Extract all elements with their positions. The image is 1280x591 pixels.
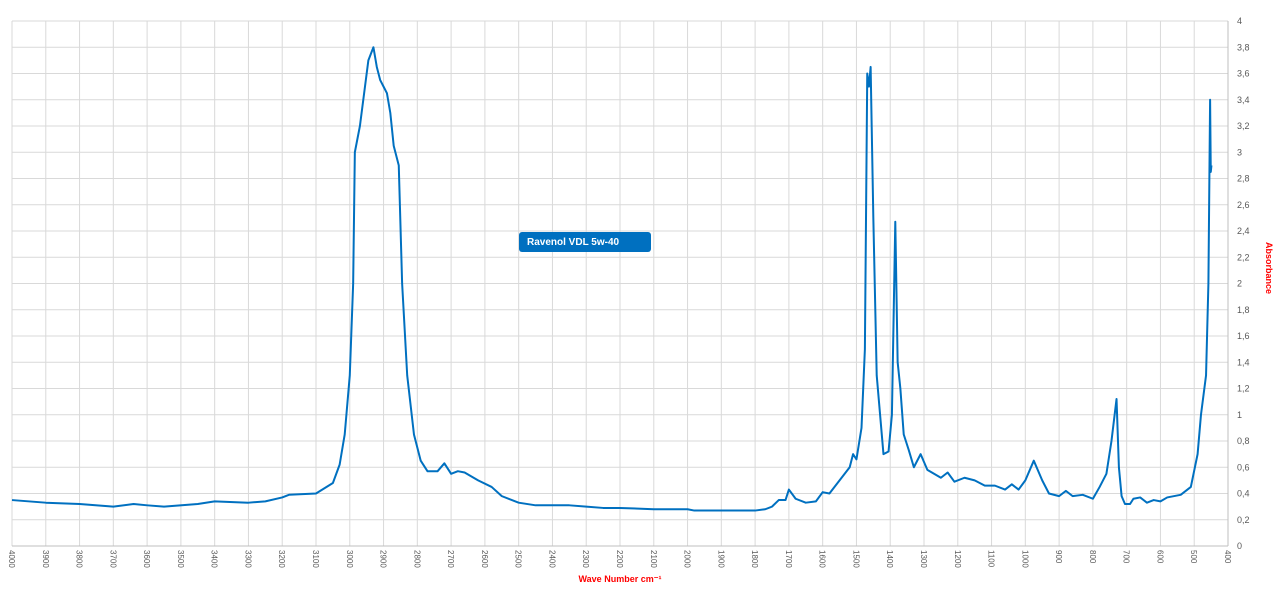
x-tick-label: 1100: [987, 550, 996, 568]
y-tick-label: 1: [1237, 410, 1242, 420]
x-tick-label: 700: [1122, 550, 1131, 564]
y-tick-label: 1,2: [1237, 384, 1250, 394]
x-tick-label: 3700: [108, 550, 117, 568]
x-tick-label: 3900: [41, 550, 50, 568]
y-tick-label: 2,8: [1237, 174, 1250, 184]
x-tick-label: 2600: [480, 550, 489, 568]
annotation: Ravenol VDL 5w-40: [527, 237, 620, 248]
x-tick-label: 3000: [345, 550, 354, 568]
x-tick-label: 4000: [7, 550, 16, 568]
x-tick-label: 2400: [547, 550, 556, 568]
x-tick-label: 3800: [75, 550, 84, 568]
y-tick-label: 4: [1237, 16, 1242, 26]
x-tick-label: 400: [1223, 550, 1232, 564]
y-tick-label: 0,4: [1237, 489, 1250, 499]
x-tick-label: 800: [1088, 550, 1097, 564]
x-tick-label: 3400: [210, 550, 219, 568]
y-tick-label: 3,2: [1237, 121, 1250, 131]
x-tick-label: 500: [1189, 550, 1198, 564]
x-tick-label: 1700: [784, 550, 793, 568]
annotation-box: [519, 232, 651, 252]
x-tick-label: 1000: [1020, 550, 1029, 568]
y-tick-label: 3,4: [1237, 95, 1250, 105]
y-tick-label: 0,6: [1237, 462, 1250, 472]
x-tick-label: 3300: [243, 550, 252, 568]
x-tick-label: 2100: [649, 550, 658, 568]
x-tick-label: 2200: [615, 550, 624, 568]
x-tick-label: 600: [1155, 550, 1164, 564]
y-tick-label: 0,8: [1237, 436, 1250, 446]
y-tick-label: 2: [1237, 279, 1242, 289]
x-tick-label: 1500: [851, 550, 860, 568]
x-tick-label: 1300: [919, 550, 928, 568]
y-tick-label: 0,2: [1237, 515, 1250, 525]
y-tick-label: 0: [1237, 541, 1242, 551]
y-tick-label: 3,6: [1237, 69, 1250, 79]
x-tick-label: 3100: [311, 550, 320, 568]
x-tick-label: 2500: [514, 550, 523, 568]
x-tick-label: 2700: [446, 550, 455, 568]
x-tick-label: 2900: [379, 550, 388, 568]
spectrum-line: [11, 46, 1213, 512]
x-tick-label: 1400: [885, 550, 894, 568]
x-tick-label: 2300: [581, 550, 590, 568]
y-tick-label: 2,4: [1237, 226, 1250, 236]
y-tick-label: 2,6: [1237, 200, 1250, 210]
y-tick-label: 1,4: [1237, 357, 1250, 367]
x-tick-label: 1900: [716, 550, 725, 568]
y-axis-label: Absorbance: [1264, 242, 1274, 294]
x-tick-label: 3200: [277, 550, 286, 568]
x-tick-label: 1200: [953, 550, 962, 568]
x-axis-label: Wave Number cm⁻¹: [579, 574, 662, 584]
x-tick-label: 3600: [142, 550, 151, 568]
y-tick-label: 1,6: [1237, 331, 1250, 341]
y-tick-label: 3,8: [1237, 42, 1250, 52]
x-tick-label: 1800: [750, 550, 759, 568]
x-tick-label: 1600: [818, 550, 827, 568]
y-tick-label: 2,2: [1237, 252, 1250, 262]
y-tick-label: 1,8: [1237, 305, 1250, 315]
x-tick-label: 3500: [176, 550, 185, 568]
x-tick-label: 2800: [412, 550, 421, 568]
y-tick-label: 3: [1237, 147, 1242, 157]
x-tick-label: 900: [1054, 550, 1063, 564]
x-tick-label: 2000: [683, 550, 692, 568]
